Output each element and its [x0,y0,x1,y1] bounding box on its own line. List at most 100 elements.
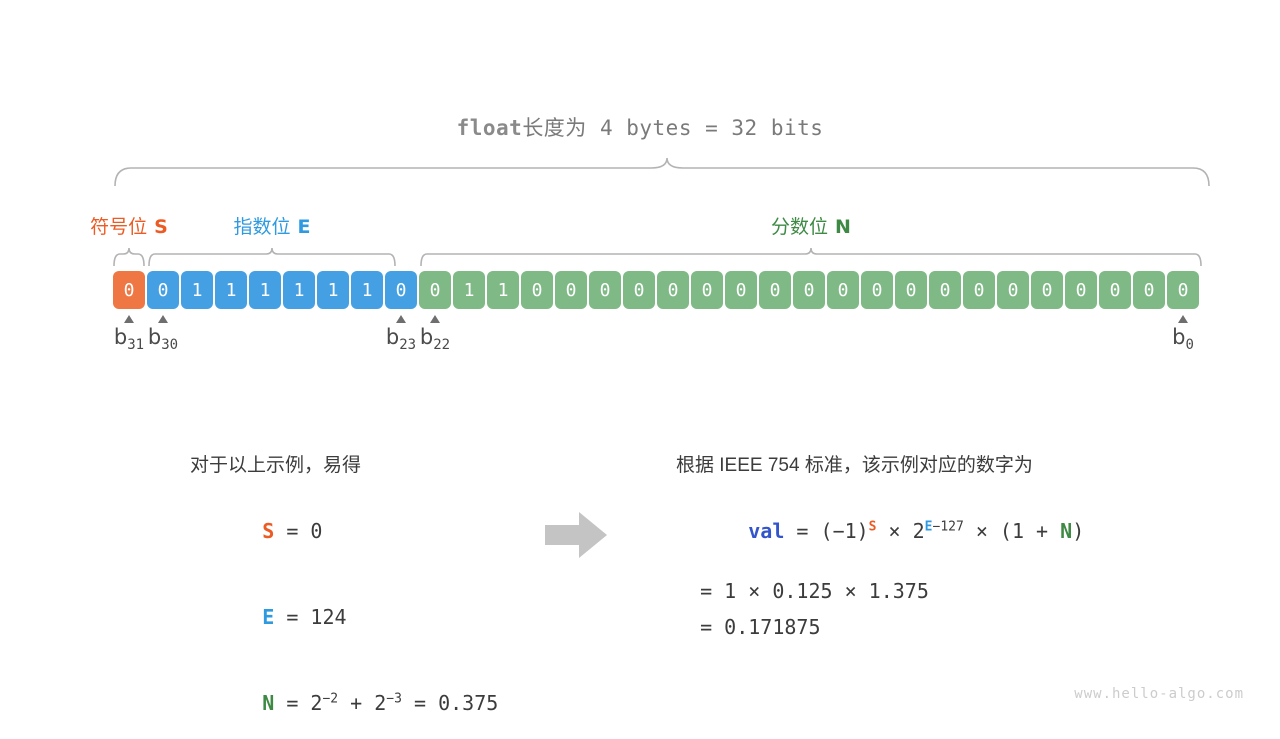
formula-sup-e: E−127 [925,519,964,534]
brace-sign [113,247,145,267]
bit-cell-sign-0: 0 [113,271,145,309]
section-label-fraction: 分数位 N [771,212,851,239]
bit-cell-exponent-5: 1 [317,271,349,309]
left-line-n: N = 2−2 + 2−3 = 0.375 [190,667,498,739]
formula-part-3: × (1 + [963,519,1061,543]
bit-index-label-0: b0 [1172,325,1194,353]
bit-index-label-22: b22 [420,325,450,353]
bit-marker-triangle-23 [396,315,406,323]
bit-cell-fraction-2: 1 [487,271,519,309]
formula-part-1: = (−1) [784,519,869,543]
bit-cell-fraction-17: 0 [997,271,1029,309]
bit-marker-triangle-0 [1178,315,1188,323]
section-label-sign-symbol: S [154,216,168,238]
bit-index-label-23: b23 [386,325,416,353]
bit-cell-exponent-1: 1 [181,271,213,309]
bit-cell-exponent-7: 0 [385,271,417,309]
bit-cell-fraction-21: 0 [1133,271,1165,309]
bit-cell-fraction-19: 0 [1065,271,1097,309]
bit-index-base: b [385,325,400,349]
left-line-n-mid: + 2 [338,691,387,715]
bit-cell-fraction-18: 0 [1031,271,1063,309]
bit-cell-fraction-3: 0 [521,271,553,309]
val-label: val [748,519,785,543]
brace-fraction [420,247,1202,267]
formula-sym-n: N [1060,519,1073,543]
bit-cell-fraction-1: 1 [453,271,485,309]
bit-cell-fraction-4: 0 [555,271,587,309]
bit-cell-fraction-20: 0 [1099,271,1131,309]
right-arrow-icon [545,512,607,563]
triangle-icon [158,315,168,323]
bit-cell-fraction-22: 0 [1167,271,1199,309]
section-label-fraction-symbol: N [835,216,851,238]
formula-sup-s: S [868,519,877,535]
bit-cell-fraction-10: 0 [759,271,791,309]
triangle-icon [396,315,406,323]
left-heading: 对于以上示例，易得 [190,455,362,476]
left-line-n-exp1: −2 [322,691,339,707]
bit-index-sub: 0 [1185,337,1194,354]
bit-cell-fraction-14: 0 [895,271,927,309]
bit-cell-fraction-12: 0 [827,271,859,309]
left-line-n-prefix: = 2 [274,691,323,715]
symbol-n: N [262,691,275,715]
right-formula-main: val = (−1)S × 2E−127 × (1 + N) [676,495,1084,567]
formula-part-4: ) [1072,519,1085,543]
left-line-e-expr: = 124 [274,605,347,629]
bit-index-base: b [147,325,162,349]
bit-index-label-30: b30 [148,325,178,353]
bit-index-base: b [419,325,434,349]
bit-cell-fraction-0: 0 [419,271,451,309]
bit-cell-exponent-3: 1 [249,271,281,309]
brace-total [114,157,1210,187]
diagram-canvas: float长度为 4 bytes = 32 bits 符号位 S 指数位 E 分数位… [0,112,1280,715]
bit-cell-fraction-13: 0 [861,271,893,309]
page-title: float长度为 4 bytes = 32 bits [0,112,1280,142]
bit-cell-fraction-5: 0 [589,271,621,309]
bit-marker-triangle-22 [430,315,440,323]
left-line-e: E = 124 [190,581,498,653]
bit-cell-fraction-9: 0 [725,271,757,309]
bit-cell-exponent-4: 1 [283,271,315,309]
formula-sup-e-offset: −127 [932,519,964,535]
symbol-s: S [262,519,275,543]
section-label-sign: 符号位 S [90,212,168,239]
title-keyword: float [456,116,523,140]
bit-index-sub: 30 [161,337,179,354]
right-explanation: 根据 IEEE 754 标准，该示例对应的数字为 val = (−1)S × 2… [676,450,1084,639]
bit-cell-fraction-16: 0 [963,271,995,309]
formula-sup-e-sym: E [924,519,933,535]
section-label-fraction-cn: 分数位 [771,217,829,238]
bit-cell-exponent-2: 1 [215,271,247,309]
symbol-e: E [262,605,275,629]
formula-part-2: × 2 [876,519,925,543]
bit-cell-fraction-6: 0 [623,271,655,309]
bit-cell-fraction-15: 0 [929,271,961,309]
bit-cell-exponent-0: 0 [147,271,179,309]
bit-index-sub: 31 [127,337,145,354]
triangle-icon [430,315,440,323]
left-line-s: S = 0 [190,495,498,567]
watermark: www.hello-algo.com [1074,686,1244,702]
bit-cell-fraction-7: 0 [657,271,689,309]
right-heading: 根据 IEEE 754 标准，该示例对应的数字为 [676,455,1033,476]
right-formula-line2: = 1 × 0.125 × 1.375 [676,579,929,603]
section-label-sign-cn: 符号位 [90,217,148,238]
left-line-n-suffix: = 0.375 [401,691,499,715]
bit-index-base: b [1172,325,1186,349]
section-label-exponent-cn: 指数位 [233,217,291,238]
triangle-icon [124,315,134,323]
bit-index-base: b [113,325,128,349]
section-label-exponent: 指数位 E [234,212,311,239]
brace-exponent [148,247,396,267]
section-label-exponent-symbol: E [297,216,311,238]
bit-index-sub: 23 [399,337,417,354]
bit-cell-fraction-11: 0 [793,271,825,309]
left-explanation: 对于以上示例，易得 S = 0 E = 124 N = 2−2 + 2−3 = … [190,450,498,739]
bit-marker-triangle-31 [124,315,134,323]
title-rest: 长度为 4 bytes = 32 bits [522,116,824,140]
left-line-n-exp2: −3 [386,691,402,707]
bit-cell-exponent-6: 1 [351,271,383,309]
